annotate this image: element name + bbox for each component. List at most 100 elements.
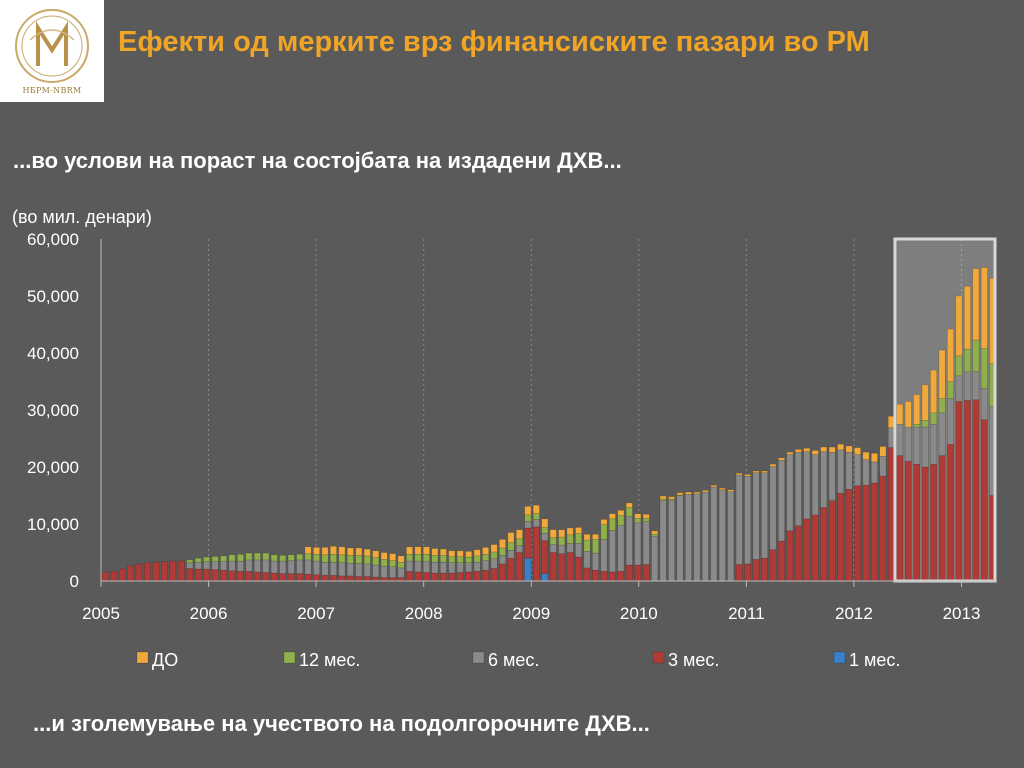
bar-segment-m3 (211, 569, 219, 582)
bar-segment-m3 (423, 572, 430, 582)
bar-segment-do (955, 295, 963, 357)
bar-segment-do (659, 495, 667, 500)
bar-segment-m3 (625, 564, 633, 582)
y-tick-label: 20,000 (27, 458, 79, 477)
bar-segment-m12 (972, 339, 980, 372)
bar-segment-m3 (811, 514, 819, 582)
bar-segment-m3 (532, 526, 540, 582)
bar-segment-m3 (101, 572, 109, 582)
bar-segment-m12 (532, 513, 540, 520)
bar-segment-m6 (473, 561, 481, 572)
bar-segment-do (448, 550, 456, 557)
x-tick-label: 2011 (728, 604, 765, 623)
bar-segment-m3 (794, 525, 802, 582)
bar-segment-do (600, 519, 608, 525)
bar-segment-m12 (203, 556, 211, 562)
bar-segment-m6 (541, 532, 549, 541)
bar-segment-m6 (871, 461, 878, 484)
slide-footer: ...и зголемување на учеството на подолго… (33, 711, 650, 736)
bar-segment-m6 (397, 567, 405, 578)
bar-segment-m3 (549, 552, 557, 582)
bar-segment-m12 (330, 553, 337, 563)
bar-segment-m6 (279, 560, 287, 574)
bar-segment-do (532, 504, 540, 514)
bar-segment-m6 (913, 426, 921, 465)
bar-segment-do (964, 286, 971, 350)
bar-segment-m6 (592, 552, 599, 571)
bar-segment-m6 (710, 486, 718, 582)
bar-segment-m3 (642, 564, 650, 582)
legend-label-do: ДО (152, 650, 178, 670)
bar-segment-m3 (465, 571, 473, 582)
bar-segment-m12 (609, 518, 616, 531)
bar-segment-m6 (406, 560, 413, 572)
bar-segment-m3 (930, 463, 937, 582)
bar-segment-m3 (313, 574, 320, 582)
bar-segment-m12 (490, 551, 498, 560)
bar-segment-m3 (854, 485, 861, 582)
units-label: (во мил. денари) (12, 207, 152, 227)
bar-segment-m6 (904, 426, 912, 462)
bar-segment-do (693, 491, 701, 495)
bar-segment-m3 (456, 572, 464, 582)
bar-segment-do (380, 552, 388, 560)
bar-segment-do (566, 527, 574, 536)
bar-segment-m3 (482, 569, 489, 582)
bar-segment-m12 (346, 555, 354, 564)
bar-segment-m12 (287, 554, 295, 561)
x-tick-label: 2008 (405, 604, 443, 623)
bar-segment-do (304, 546, 312, 554)
bar-segment-m12 (921, 420, 929, 428)
bar-segment-m3 (414, 571, 422, 582)
slide-title: Ефекти од мерките врз финансиските пазар… (118, 26, 870, 58)
bar-segment-m3 (896, 455, 904, 582)
bar-segment-m6 (516, 545, 523, 553)
bar-segment-do (871, 453, 878, 463)
y-tick-label: 40,000 (27, 344, 79, 363)
bar-segment-do (397, 555, 405, 563)
bar-segment-m6 (921, 426, 929, 468)
bar-segment-m6 (363, 563, 371, 577)
bar-segment-m6 (617, 525, 625, 572)
bar-segment-m6 (702, 491, 709, 582)
bar-segment-m12 (220, 555, 227, 562)
bar-segment-m3 (566, 552, 574, 582)
bar-segment-do (769, 463, 777, 467)
legend-swatch-m12 (283, 651, 296, 664)
bar-segment-m6 (575, 543, 582, 558)
bar-segment-m6 (355, 563, 363, 577)
legend-label-m12: 12 мес. (299, 650, 360, 670)
bar-segment-m6 (659, 500, 667, 582)
bar-segment-m12 (507, 542, 515, 551)
bar-segment-do (406, 546, 413, 555)
bar-segment-m6 (245, 559, 253, 572)
legend-label-m6: 6 мес. (488, 650, 539, 670)
bar-segment-m6 (642, 521, 650, 565)
bar-segment-m6 (634, 522, 642, 566)
bar-segment-m3 (803, 518, 811, 582)
bar-segment-do (634, 513, 642, 519)
bar-segment-m3 (355, 576, 363, 582)
bar-segment-m12 (592, 539, 599, 554)
bar-segment-m12 (482, 553, 489, 561)
bar-segment-m1 (524, 557, 532, 582)
bar-segment-do (710, 484, 718, 488)
bar-segment-m6 (609, 530, 616, 573)
bar-segment-m6 (862, 459, 870, 486)
bar-segment-m6 (194, 561, 202, 570)
bar-segment-m3 (262, 572, 270, 582)
bar-segment-m3 (177, 560, 185, 582)
bar-segment-m12 (947, 381, 954, 399)
bar-segment-m6 (507, 549, 515, 559)
bar-segment-m12 (254, 552, 261, 561)
bar-segment-m12 (321, 554, 329, 563)
bar-segment-do (904, 401, 912, 428)
bar-segment-m12 (423, 553, 430, 562)
bar-segment-m6 (270, 560, 278, 574)
chart-legend: ДО 12 мес. 6 мес. 3 мес. 1 мес. (136, 650, 900, 670)
bar-segment-do (845, 445, 853, 453)
bar-segment-do (803, 447, 811, 452)
bar-segment-m3 (862, 484, 870, 582)
bar-segment-m12 (380, 559, 388, 567)
bar-segment-m3 (389, 577, 397, 582)
